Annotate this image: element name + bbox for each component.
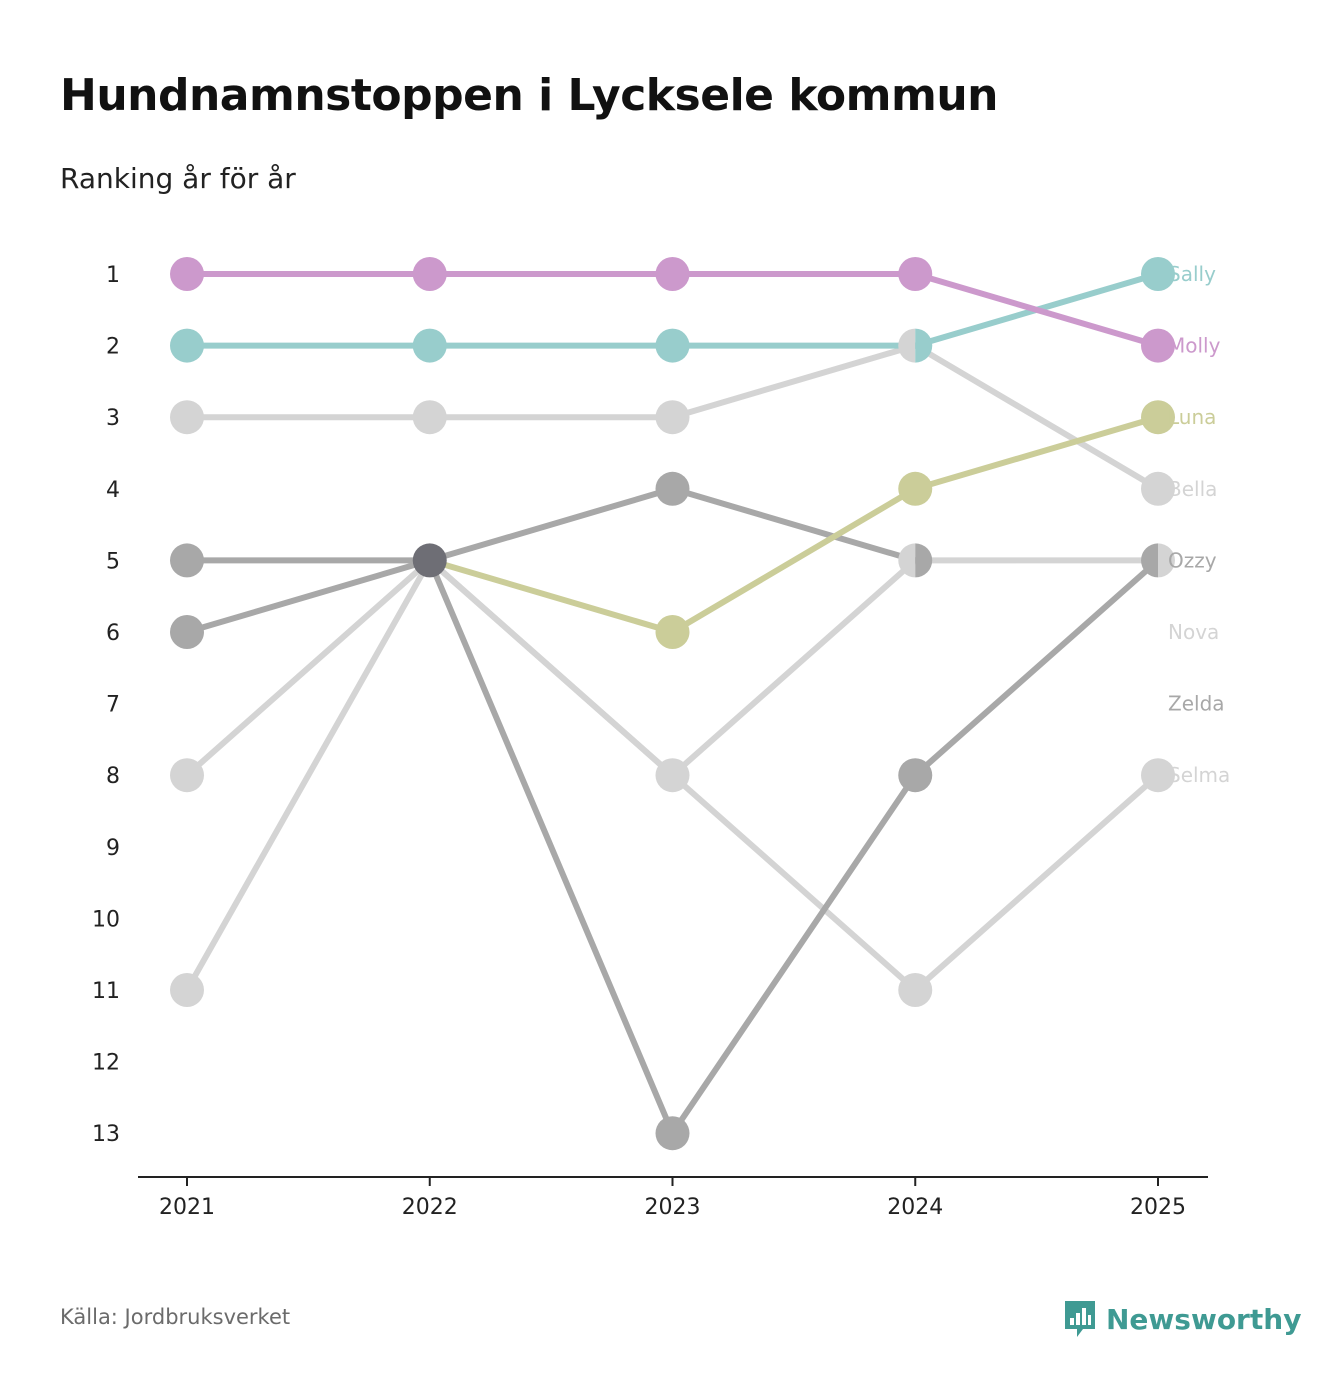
data-point-luna (898, 471, 933, 506)
series-line-nova (184, 557, 433, 779)
y-tick-label: 4 (106, 478, 120, 503)
data-point-sally (1141, 257, 1175, 291)
y-tick-label: 13 (92, 1122, 120, 1147)
bar-chart-speech-bubble-icon (1065, 1301, 1095, 1337)
y-tick-label: 6 (106, 621, 120, 646)
data-point-bella (170, 400, 204, 435)
data-point-bella (655, 400, 690, 435)
data-point-selma (170, 973, 204, 1007)
series-line-zelda (184, 557, 433, 635)
x-tick-label: 2025 (1130, 1195, 1186, 1220)
x-axis-ticks: 2021 2022 2023 2024 2025 (159, 1177, 1186, 1220)
series-line-ozzy (669, 485, 919, 564)
series-line-selma (669, 772, 919, 993)
data-point-nova (898, 543, 916, 578)
data-point-bella (898, 328, 916, 363)
series-line-luna (426, 557, 676, 635)
data-point-luna (655, 615, 690, 649)
series-line-selma (184, 557, 433, 993)
data-point-nova (672, 758, 690, 793)
y-tick-label: 5 (106, 549, 120, 574)
series-line-molly (912, 271, 1161, 349)
series-line-nova (669, 557, 919, 779)
data-point-molly (1141, 328, 1175, 363)
chart-title: Hundnamnstoppen i Lycksele kommun (60, 70, 999, 121)
x-tick-label: 2021 (159, 1195, 215, 1220)
data-point-sally (170, 328, 204, 363)
data-point-ozzy (915, 543, 933, 578)
source-note: Källa: Jordbruksverket (60, 1305, 291, 1329)
data-point-zelda (1141, 543, 1158, 578)
data-point-selma (1141, 758, 1175, 793)
series-line-bella (669, 342, 919, 421)
data-point-zelda (170, 615, 204, 649)
data-point-ozzy (170, 543, 204, 578)
data-point-sally (655, 328, 690, 363)
y-tick-label: 7 (106, 693, 120, 718)
series-labels: Sally Molly Luna Bella Ozzy Nova Zelda Selma (1168, 262, 1230, 787)
data-point-molly (412, 257, 447, 291)
y-tick-label: 9 (106, 836, 120, 861)
x-tick-label: 2023 (645, 1195, 701, 1220)
data-point-zelda (655, 1116, 690, 1151)
series-label-selma: Selma (1168, 763, 1230, 787)
data-point-molly (898, 257, 933, 291)
series-points (170, 257, 1175, 1151)
series-label-bella: Bella (1168, 477, 1217, 501)
data-point-molly (170, 257, 204, 291)
series-line-ozzy (426, 485, 676, 564)
y-tick-label: 8 (106, 764, 120, 789)
data-point-ozzy (655, 471, 690, 506)
data-point-selma (655, 758, 673, 793)
y-tick-label: 1 (106, 263, 120, 288)
series-line-nova (426, 557, 676, 779)
series-line-luna (669, 485, 919, 635)
data-point-zelda (898, 758, 933, 793)
data-point-nova (1158, 543, 1175, 578)
series-line-luna (912, 414, 1161, 492)
series-line-selma (912, 772, 1161, 993)
y-tick-label: 12 (92, 1051, 120, 1076)
series-line-zelda (912, 557, 1161, 779)
y-tick-label: 10 (92, 907, 120, 932)
data-point-bella (1141, 471, 1175, 506)
data-point-bella (412, 400, 447, 435)
series-label-luna: Luna (1168, 405, 1216, 429)
series-line-zelda (669, 772, 919, 1137)
data-point-luna (1141, 400, 1175, 435)
chart-subtitle: Ranking år för år (60, 162, 296, 195)
data-point-nova (170, 758, 204, 793)
data-point-shared-selma-zelda-nova-ozzy-luna (412, 543, 447, 578)
data-point-molly (655, 257, 690, 291)
series-label-zelda: Zelda (1168, 692, 1225, 716)
series-line-zelda (426, 557, 676, 1137)
series-lines (184, 271, 1161, 1137)
x-tick-label: 2024 (887, 1195, 943, 1220)
data-point-selma (898, 973, 933, 1007)
newsworthy-logo: Newsworthy (1062, 1298, 1301, 1340)
y-tick-label: 2 (106, 335, 120, 360)
series-label-molly: Molly (1168, 334, 1221, 358)
y-tick-label: 11 (92, 979, 120, 1004)
series-label-nova: Nova (1168, 620, 1219, 644)
series-label-sally: Sally (1168, 262, 1216, 286)
brand-name: Newsworthy (1106, 1302, 1302, 1336)
data-point-sally (412, 328, 447, 363)
x-tick-label: 2022 (402, 1195, 458, 1220)
series-line-bella (912, 342, 1161, 492)
y-tick-label: 3 (106, 406, 120, 431)
data-point-sally (915, 328, 933, 363)
series-label-ozzy: Ozzy (1168, 548, 1217, 572)
